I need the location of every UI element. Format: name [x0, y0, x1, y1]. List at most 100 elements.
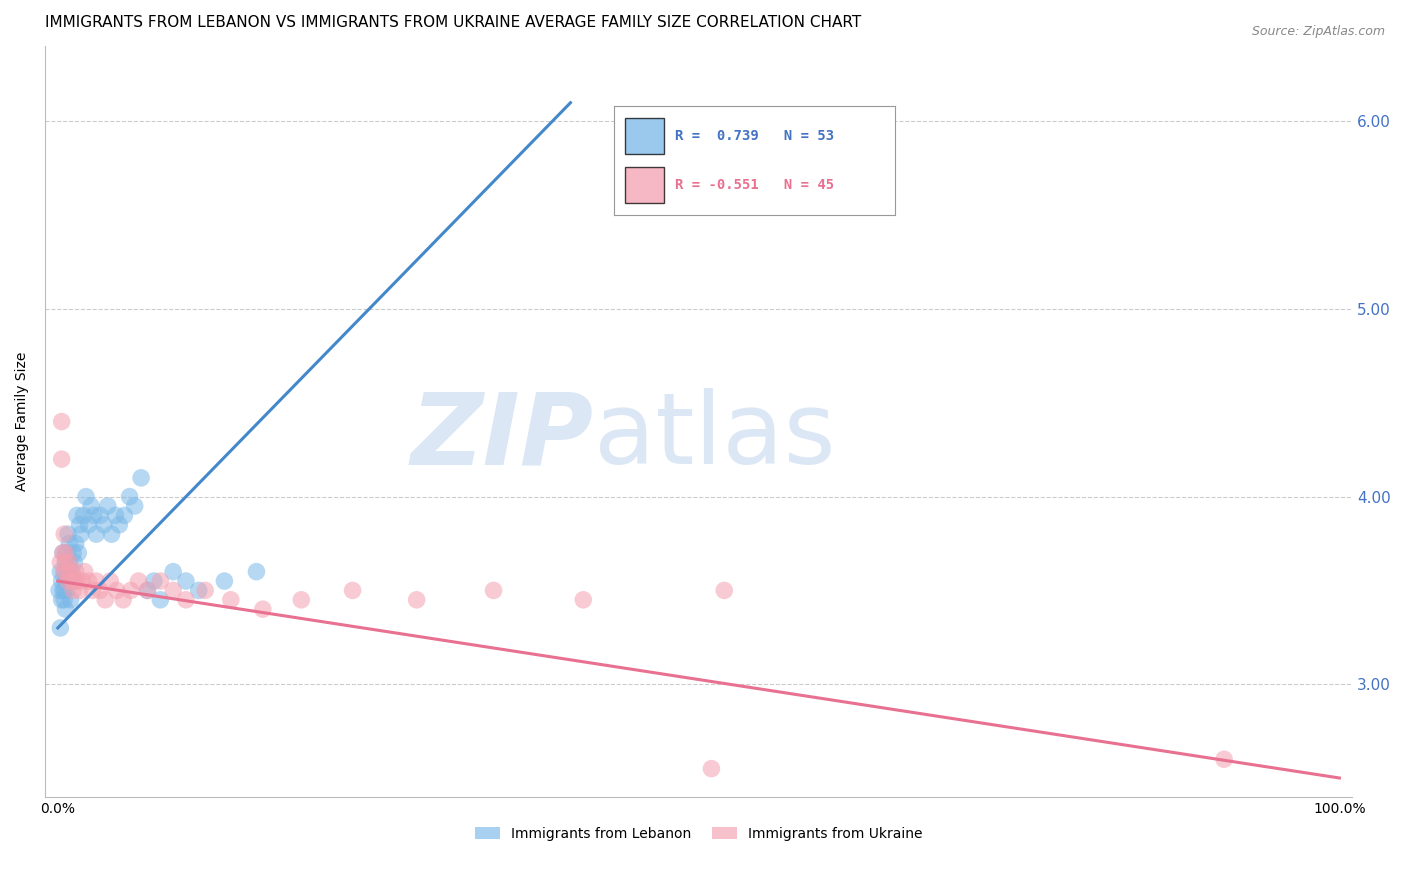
- Text: ZIP: ZIP: [411, 388, 593, 485]
- Text: atlas: atlas: [593, 388, 835, 485]
- Point: [174, 592, 197, 607]
- Legend: Immigrants from Lebanon, Immigrants from Ukraine: Immigrants from Lebanon, Immigrants from…: [470, 821, 928, 847]
- Point: [52, 546, 75, 560]
- Point: [142, 574, 165, 588]
- Point: [49, 621, 72, 635]
- Point: [405, 592, 427, 607]
- Point: [53, 565, 76, 579]
- Point: [59, 574, 82, 588]
- Point: [51, 592, 73, 607]
- Point: [149, 592, 172, 607]
- Point: [75, 490, 97, 504]
- Point: [69, 517, 91, 532]
- Point: [97, 499, 120, 513]
- Point: [55, 555, 77, 569]
- Point: [77, 574, 100, 588]
- Point: [82, 583, 104, 598]
- Point: [56, 527, 79, 541]
- Point: [55, 583, 77, 598]
- Point: [89, 508, 111, 523]
- Point: [112, 592, 135, 607]
- Point: [174, 574, 197, 588]
- Point: [70, 574, 93, 588]
- Point: [80, 499, 103, 513]
- Point: [59, 565, 82, 579]
- Point: [55, 602, 77, 616]
- Point: [60, 565, 83, 579]
- Point: [58, 555, 80, 569]
- Point: [59, 592, 82, 607]
- Point: [51, 574, 73, 588]
- Point: [162, 583, 184, 598]
- Point: [89, 583, 111, 598]
- Point: [118, 490, 141, 504]
- Point: [65, 565, 87, 579]
- Point: [55, 546, 77, 560]
- Point: [214, 574, 236, 588]
- Point: [55, 555, 77, 569]
- Point: [51, 452, 73, 467]
- Point: [84, 574, 107, 588]
- Point: [94, 592, 117, 607]
- Point: [58, 536, 80, 550]
- Text: Source: ZipAtlas.com: Source: ZipAtlas.com: [1251, 25, 1385, 38]
- Point: [136, 583, 159, 598]
- Point: [1213, 752, 1236, 766]
- Point: [62, 546, 84, 560]
- Text: IMMIGRANTS FROM LEBANON VS IMMIGRANTS FROM UKRAINE AVERAGE FAMILY SIZE CORRELATI: IMMIGRANTS FROM LEBANON VS IMMIGRANTS FR…: [45, 15, 862, 30]
- Point: [149, 574, 172, 588]
- Point: [162, 565, 184, 579]
- Point: [56, 574, 79, 588]
- Point: [66, 574, 89, 588]
- Point: [53, 527, 76, 541]
- Point: [252, 602, 274, 616]
- Point: [194, 583, 217, 598]
- Point: [100, 527, 122, 541]
- Point: [52, 546, 75, 560]
- Point: [136, 583, 159, 598]
- Point: [65, 536, 87, 550]
- Point: [56, 565, 79, 579]
- Point: [53, 592, 76, 607]
- Point: [55, 574, 77, 588]
- Point: [129, 471, 152, 485]
- Point: [187, 583, 209, 598]
- Point: [67, 546, 90, 560]
- Point: [53, 565, 76, 579]
- Point: [48, 583, 70, 598]
- Point: [128, 574, 150, 588]
- Point: [73, 565, 96, 579]
- Point: [290, 592, 312, 607]
- Point: [124, 499, 146, 513]
- Point: [69, 583, 91, 598]
- Point: [62, 583, 84, 598]
- Point: [572, 592, 595, 607]
- Point: [219, 592, 242, 607]
- Point: [55, 546, 77, 560]
- Point: [713, 583, 735, 598]
- Point: [53, 583, 76, 598]
- Point: [700, 762, 723, 776]
- Point: [104, 508, 127, 523]
- Point: [93, 517, 115, 532]
- Point: [63, 574, 86, 588]
- Point: [63, 555, 86, 569]
- Point: [84, 527, 107, 541]
- Point: [108, 517, 131, 532]
- Point: [72, 508, 94, 523]
- Point: [51, 415, 73, 429]
- Point: [60, 574, 83, 588]
- Point: [342, 583, 364, 598]
- Point: [49, 565, 72, 579]
- Point: [77, 517, 100, 532]
- Point: [66, 508, 89, 523]
- Point: [482, 583, 505, 598]
- Point: [58, 555, 80, 569]
- Point: [98, 574, 121, 588]
- Point: [55, 565, 77, 579]
- Point: [105, 583, 128, 598]
- Point: [52, 583, 75, 598]
- Point: [83, 508, 105, 523]
- Point: [120, 583, 142, 598]
- Point: [245, 565, 267, 579]
